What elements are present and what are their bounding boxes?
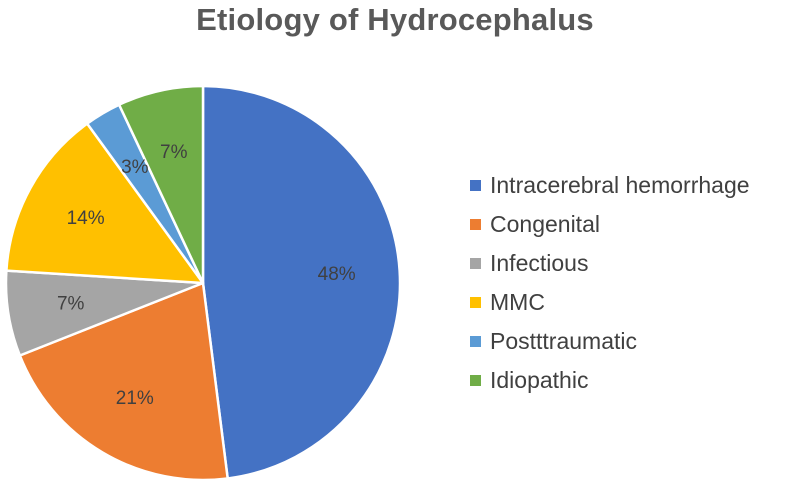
chart-title: Etiology of Hydrocephalus [196,2,594,37]
pie-data-label-4: 14% [67,208,105,229]
pie-data-labels: 48% 21% 7% 14% 3% 7% [57,142,356,409]
legend-label-5: Postttraumatic [490,328,637,354]
legend-swatch-2 [470,219,481,230]
pie-slice-1 [201,84,402,480]
legend-item-3: Infectious [470,244,750,283]
pie-data-label-1: 48% [318,264,356,285]
legend-item-2: Congenital [470,205,750,244]
legend-swatch-4 [470,297,481,308]
pie-slices [4,84,402,482]
legend-label-2: Congenital [490,211,600,237]
legend-label-3: Infectious [490,250,589,276]
legend-label-6: Idiopathic [490,367,589,393]
pie-slice-4 [5,122,205,285]
legend-swatch-3 [470,258,481,269]
pie-data-label-6: 7% [160,142,188,163]
pie-slice-6 [117,84,205,285]
pie-data-label-5: 3% [121,157,149,178]
legend-label-1: Intracerebral hemorrhage [490,172,750,198]
pie-slice-2 [18,281,229,482]
legend-swatch-1 [470,180,481,191]
legend-item-1: Intracerebral hemorrhage [470,166,750,205]
legend-item-6: Idiopathic [470,361,750,400]
legend-item-4: MMC [470,283,750,322]
pie-data-label-2: 21% [116,388,154,409]
legend-swatch-6 [470,375,481,386]
legend-item-5: Postttraumatic [470,322,750,361]
legend-label-4: MMC [490,289,545,315]
legend: Intracerebral hemorrhage Congenital Infect… [470,166,750,400]
pie-data-label-3: 7% [57,293,85,314]
legend-swatch-5 [470,336,481,347]
